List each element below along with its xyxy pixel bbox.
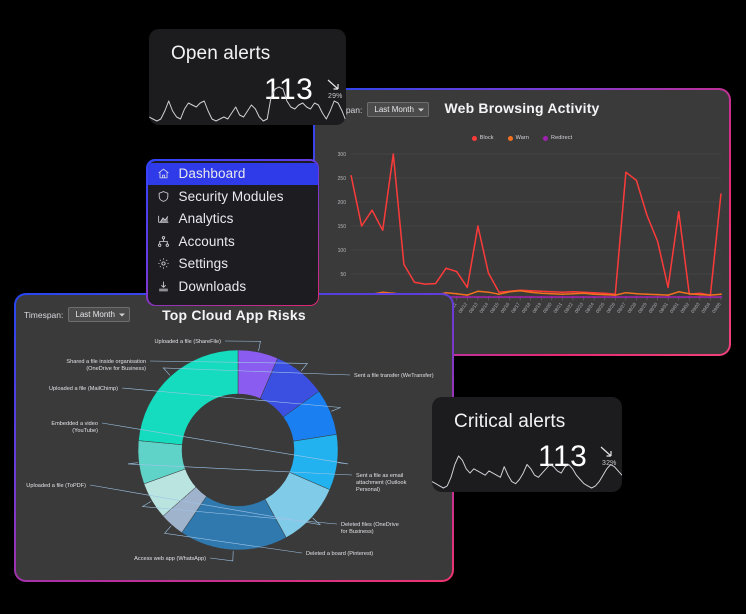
open-alerts-delta: 29% xyxy=(328,93,343,100)
chevron-down-icon xyxy=(118,313,125,316)
donut-timespan-label: Timespan: xyxy=(24,309,64,320)
download-icon xyxy=(155,280,172,293)
web-browsing-activity-panel: Timespan: Last Month Web Browsing Activi… xyxy=(313,88,731,356)
donut-slice-label: Deleted files (OneDrive for Business) xyxy=(341,522,399,535)
sidebar-menu: Dashboard Security Modules Analytics Accoun… xyxy=(146,159,319,306)
svg-text:08/14: 08/14 xyxy=(479,301,490,314)
svg-text:09/05: 09/05 xyxy=(711,301,722,314)
donut-slice-label: Uploaded a file (ShareFile) xyxy=(154,339,221,345)
svg-text:08/25: 08/25 xyxy=(595,301,606,314)
critical-alerts-delta: 32% xyxy=(602,460,617,467)
svg-text:08/30: 08/30 xyxy=(648,301,659,314)
sidebar-item-label: Downloads xyxy=(178,278,247,294)
svg-text:150: 150 xyxy=(338,224,347,230)
svg-text:08/27: 08/27 xyxy=(616,301,627,314)
legend-label-redirect: Redirect xyxy=(551,135,573,141)
line-chart-title: Web Browsing Activity xyxy=(444,100,600,116)
legend-label-block: Block xyxy=(479,135,494,141)
donut-slice-label: Uploaded a file (MailChimp) xyxy=(49,386,118,392)
svg-text:50: 50 xyxy=(340,272,346,278)
donut-slice-label: Deleted a board (Pinterest) xyxy=(306,551,373,557)
svg-text:100: 100 xyxy=(338,248,347,254)
critical-alerts-card: Critical alerts 113 32% xyxy=(432,397,622,492)
svg-text:09/01: 09/01 xyxy=(669,301,680,314)
svg-text:08/12: 08/12 xyxy=(457,301,468,314)
donut-slice-label: Uploaded a file (ToPDF) xyxy=(26,483,86,489)
donut-slice[interactable] xyxy=(138,349,239,446)
svg-text:08/28: 08/28 xyxy=(627,301,638,314)
line-timespan-select[interactable]: Last Month xyxy=(367,102,429,117)
svg-text:08/13: 08/13 xyxy=(468,301,479,314)
arrow-down-right-icon xyxy=(327,79,339,90)
svg-text:08/26: 08/26 xyxy=(605,301,616,314)
legend-swatch-warn xyxy=(507,135,513,141)
svg-text:08/24: 08/24 xyxy=(584,301,595,314)
sidebar-item-downloads[interactable]: Downloads xyxy=(148,275,318,298)
svg-text:250: 250 xyxy=(338,176,347,182)
svg-text:08/18: 08/18 xyxy=(521,301,532,314)
network-icon xyxy=(155,235,172,248)
critical-alerts-sparkline xyxy=(432,455,622,489)
svg-text:08/19: 08/19 xyxy=(531,301,542,314)
sidebar-item-settings[interactable]: Settings xyxy=(148,253,318,276)
sidebar-item-accounts[interactable]: Accounts xyxy=(148,230,318,253)
critical-alerts-title: Critical alerts xyxy=(454,411,566,432)
donut-slice-label: Access web app (WhatsApp) xyxy=(134,556,206,562)
top-cloud-app-risks-panel: Timespan: Last Month Top Cloud App Risks… xyxy=(14,293,454,582)
donut-timespan-value: Last Month xyxy=(75,310,115,319)
svg-text:08/29: 08/29 xyxy=(637,301,648,314)
svg-text:09/03: 09/03 xyxy=(690,301,701,314)
sidebar-item-label: Security Modules xyxy=(178,188,284,204)
legend-swatch-block xyxy=(471,135,477,141)
legend-swatch-redirect xyxy=(543,135,548,141)
chart-icon xyxy=(155,212,172,225)
home-icon xyxy=(155,167,172,180)
legend-item-warn[interactable]: Warn xyxy=(507,135,529,141)
open-alerts-sparkline xyxy=(149,86,346,122)
sidebar-item-label: Settings xyxy=(178,256,229,272)
sidebar-item-dashboard[interactable]: Dashboard xyxy=(147,162,318,185)
legend-item-block[interactable]: Block xyxy=(471,135,494,141)
legend-label-warn: Warn xyxy=(515,135,529,141)
donut-slice-label: Shared a file inside organisation (OneDri… xyxy=(66,359,146,372)
svg-text:09/04: 09/04 xyxy=(701,301,712,314)
line-timespan-value: Last Month xyxy=(374,105,414,114)
svg-text:08/31: 08/31 xyxy=(658,301,669,314)
open-alerts-title: Open alerts xyxy=(171,43,271,64)
donut-timespan-control[interactable]: Timespan: Last Month xyxy=(24,307,130,322)
critical-alerts-value: 113 xyxy=(538,440,588,473)
svg-text:08/15: 08/15 xyxy=(489,301,500,314)
svg-text:09/02: 09/02 xyxy=(679,301,690,314)
arrow-down-right-icon xyxy=(600,446,612,457)
open-alerts-value: 113 xyxy=(264,73,314,106)
donut-slice-label: Embedded a video (YouTube) xyxy=(51,421,98,434)
svg-text:300: 300 xyxy=(338,152,347,158)
svg-text:08/21: 08/21 xyxy=(553,301,564,314)
shield-icon xyxy=(155,190,172,203)
donut-timespan-select[interactable]: Last Month xyxy=(68,307,130,322)
svg-text:08/22: 08/22 xyxy=(563,301,574,314)
sidebar-item-label: Accounts xyxy=(178,233,235,249)
sidebar-item-analytics[interactable]: Analytics xyxy=(148,208,318,231)
donut-slice-label: Sent a file as email attachment (Outlook P… xyxy=(356,473,407,493)
sidebar-item-label: Analytics xyxy=(178,211,234,227)
gear-icon xyxy=(155,257,172,270)
svg-text:08/20: 08/20 xyxy=(542,301,553,314)
svg-text:08/16: 08/16 xyxy=(500,301,511,314)
donut-chart-plot: Uploaded a file (ShareFile) Shared a file… xyxy=(26,339,434,562)
svg-text:08/17: 08/17 xyxy=(510,301,521,314)
donut-chart-title: Top Cloud App Risks xyxy=(162,307,306,323)
svg-text:08/23: 08/23 xyxy=(574,301,585,314)
sidebar-item-security-modules[interactable]: Security Modules xyxy=(148,185,318,208)
open-alerts-card: Open alerts 113 29% xyxy=(149,29,346,125)
svg-text:200: 200 xyxy=(338,200,347,206)
donut-slice-label: Sent a file transfer (WeTransfer) xyxy=(354,373,434,379)
chevron-down-icon xyxy=(417,108,424,111)
sidebar-item-label: Dashboard xyxy=(178,166,246,182)
legend-item-redirect[interactable]: Redirect xyxy=(543,135,572,141)
line-chart-legend: Block Warn Redirect xyxy=(315,135,729,141)
